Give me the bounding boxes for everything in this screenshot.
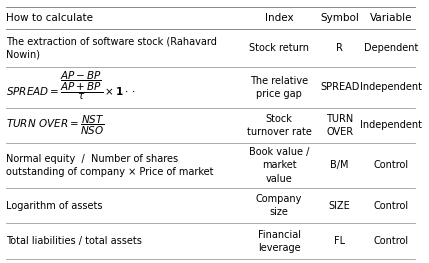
Text: Independent: Independent [360, 120, 422, 130]
Text: Company
size: Company size [256, 194, 302, 217]
Text: FL: FL [334, 236, 345, 246]
Text: Symbol: Symbol [320, 13, 359, 23]
Text: Logarithm of assets: Logarithm of assets [6, 201, 102, 211]
Text: SPREAD: SPREAD [320, 82, 360, 93]
Text: Book value /
market
value: Book value / market value [249, 147, 309, 184]
Text: Dependent: Dependent [364, 43, 418, 53]
Text: Financial
leverage: Financial leverage [258, 230, 301, 253]
Text: Independent: Independent [360, 82, 422, 93]
Text: Stock return: Stock return [249, 43, 309, 53]
Text: B/M: B/M [330, 160, 349, 170]
Text: R: R [336, 43, 343, 53]
Text: Control: Control [373, 201, 408, 211]
Text: The extraction of software stock (Rahavard
Nowin): The extraction of software stock (Rahava… [6, 37, 217, 60]
Text: How to calculate: How to calculate [6, 13, 93, 23]
Text: Total liabilities / total assets: Total liabilities / total assets [6, 236, 142, 246]
Text: Control: Control [373, 236, 408, 246]
Text: Variable: Variable [370, 13, 412, 23]
Text: $\mathit{TURN\ OVER} = \dfrac{NST}{NSO}$: $\mathit{TURN\ OVER} = \dfrac{NST}{NSO}$ [6, 114, 104, 137]
Text: Normal equity  /  Number of shares
outstanding of company × Price of market: Normal equity / Number of shares outstan… [6, 154, 213, 177]
Text: $\mathit{SPREAD} = \dfrac{\dfrac{AP-BP}{AP+BP}}{\tau} \times \mathbf{1}\cdot\cdo: $\mathit{SPREAD} = \dfrac{\dfrac{AP-BP}{… [6, 70, 136, 102]
Text: Control: Control [373, 160, 408, 170]
Text: Index: Index [265, 13, 293, 23]
Text: SIZE: SIZE [329, 201, 350, 211]
Text: TURN
OVER: TURN OVER [326, 114, 353, 137]
Text: Stock
turnover rate: Stock turnover rate [247, 114, 311, 137]
Text: The relative
price gap: The relative price gap [250, 76, 308, 99]
